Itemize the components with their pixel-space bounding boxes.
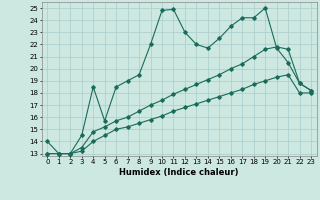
X-axis label: Humidex (Indice chaleur): Humidex (Indice chaleur) (119, 168, 239, 177)
